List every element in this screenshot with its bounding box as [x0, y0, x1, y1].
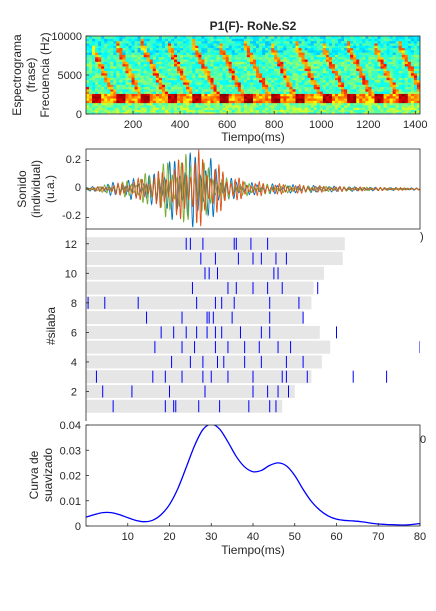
raster-clipped-tick: 0	[420, 434, 426, 446]
spectrogram-panel: P1(F)- RoNe.S2 10000 5000 0 200 400 600 800…	[10, 19, 428, 144]
raster-bar	[86, 252, 343, 265]
spec-ytick-5000: 5000	[58, 70, 82, 82]
spec-xtick-label: 1400	[403, 119, 427, 131]
spec-xtick-label: 200	[124, 119, 142, 131]
smooth-xtick-label: 30	[205, 531, 217, 543]
smooth-xtick-label: 80	[414, 531, 426, 543]
spec-ytick-10000: 10000	[51, 31, 82, 43]
smooth-xtick-label: 20	[163, 531, 175, 543]
raster-ytick-label: 10	[65, 268, 77, 280]
smoothing-ticks: 10 20 30 40 50 60 70 80 0 0.01 0.02 0.03 0.04	[60, 420, 427, 543]
smooth-xtick-label: 60	[330, 531, 342, 543]
smooth-xtick-label: 50	[289, 531, 301, 543]
raster-ytick-label: 2	[71, 386, 77, 398]
spectrogram-ylabel-line3: Frecuencia (Hz)	[38, 32, 52, 117]
smooth-ytick-label: 0.04	[60, 420, 81, 432]
smoothing-curve	[86, 424, 420, 525]
raster-ytick-label: 4	[71, 357, 77, 369]
smoothing-ylabel-line1: Curva de	[27, 450, 41, 499]
raster-bar	[86, 370, 311, 383]
wave-ytick-neg: -0.2	[62, 210, 81, 222]
waveform-traces	[86, 150, 420, 227]
smooth-ytick-label: 0.01	[60, 496, 81, 508]
raster-bar	[86, 296, 311, 309]
raster-ytick-label: 12	[65, 239, 77, 251]
waveform-panel: 0.2 0 -0.2 ) Sonido (individual) (u.a.)	[15, 149, 424, 243]
spectrogram-ylabel-line2: (frase)	[24, 58, 38, 93]
spectrogram-heatmap	[86, 36, 421, 115]
raster-bar	[86, 282, 314, 295]
waveform-ylabel-line2: (individual)	[29, 160, 43, 218]
raster-bar	[86, 341, 330, 354]
smooth-ytick-label: 0.03	[60, 445, 81, 457]
raster-ylabel: #silaba	[44, 307, 58, 345]
spec-ytick-0: 0	[76, 109, 82, 121]
spec-xtick-label: 400	[171, 119, 189, 131]
smooth-xtick-label: 70	[372, 531, 384, 543]
wave-clipped-tick: )	[420, 231, 424, 243]
raster-bar	[86, 311, 303, 324]
smoothing-panel: 10 20 30 40 50 60 70 80 0 0.01 0.02 0.03 0.04 Tiempo…	[27, 420, 426, 557]
spectrogram-xlabel: Tiempo(ms)	[221, 130, 285, 144]
raster-bar	[86, 400, 282, 413]
spec-xtick-label: 1000	[309, 119, 333, 131]
wave-ytick-pos: 0.2	[66, 154, 81, 166]
raster-bar	[86, 326, 320, 339]
raster-marks	[86, 237, 420, 412]
smoothing-series-line	[86, 424, 420, 525]
spec-xtick-label: 1200	[356, 119, 380, 131]
raster-ytick-label: 6	[71, 327, 77, 339]
waveform-ylabel-line3: (u.a.)	[43, 175, 57, 203]
smoothing-frame	[86, 425, 420, 526]
raster-bar	[86, 237, 345, 250]
wave-ytick-zero: 0	[75, 182, 81, 194]
smoothing-ylabel-line2: suavizado	[41, 448, 55, 502]
raster-bar	[86, 385, 295, 398]
spectrogram-title: P1(F)- RoNe.S2	[210, 19, 297, 33]
raster-y-ticks: 2 4 6 8 10 12	[65, 239, 89, 399]
smooth-ytick-label: 0.02	[60, 471, 81, 483]
raster-panel: 2 4 6 8 10 12 0 #silaba	[44, 229, 426, 446]
smooth-xtick-label: 40	[247, 531, 259, 543]
spectrogram-ylabel-line1: Espectrograma	[10, 34, 24, 116]
raster-ytick-label: 8	[71, 298, 77, 310]
smoothing-xlabel: Tiempo(ms)	[221, 543, 285, 557]
waveform-ylabel-line1: Sonido	[15, 170, 29, 208]
smooth-ytick-label: 0	[75, 521, 81, 533]
smooth-xtick-label: 10	[122, 531, 134, 543]
